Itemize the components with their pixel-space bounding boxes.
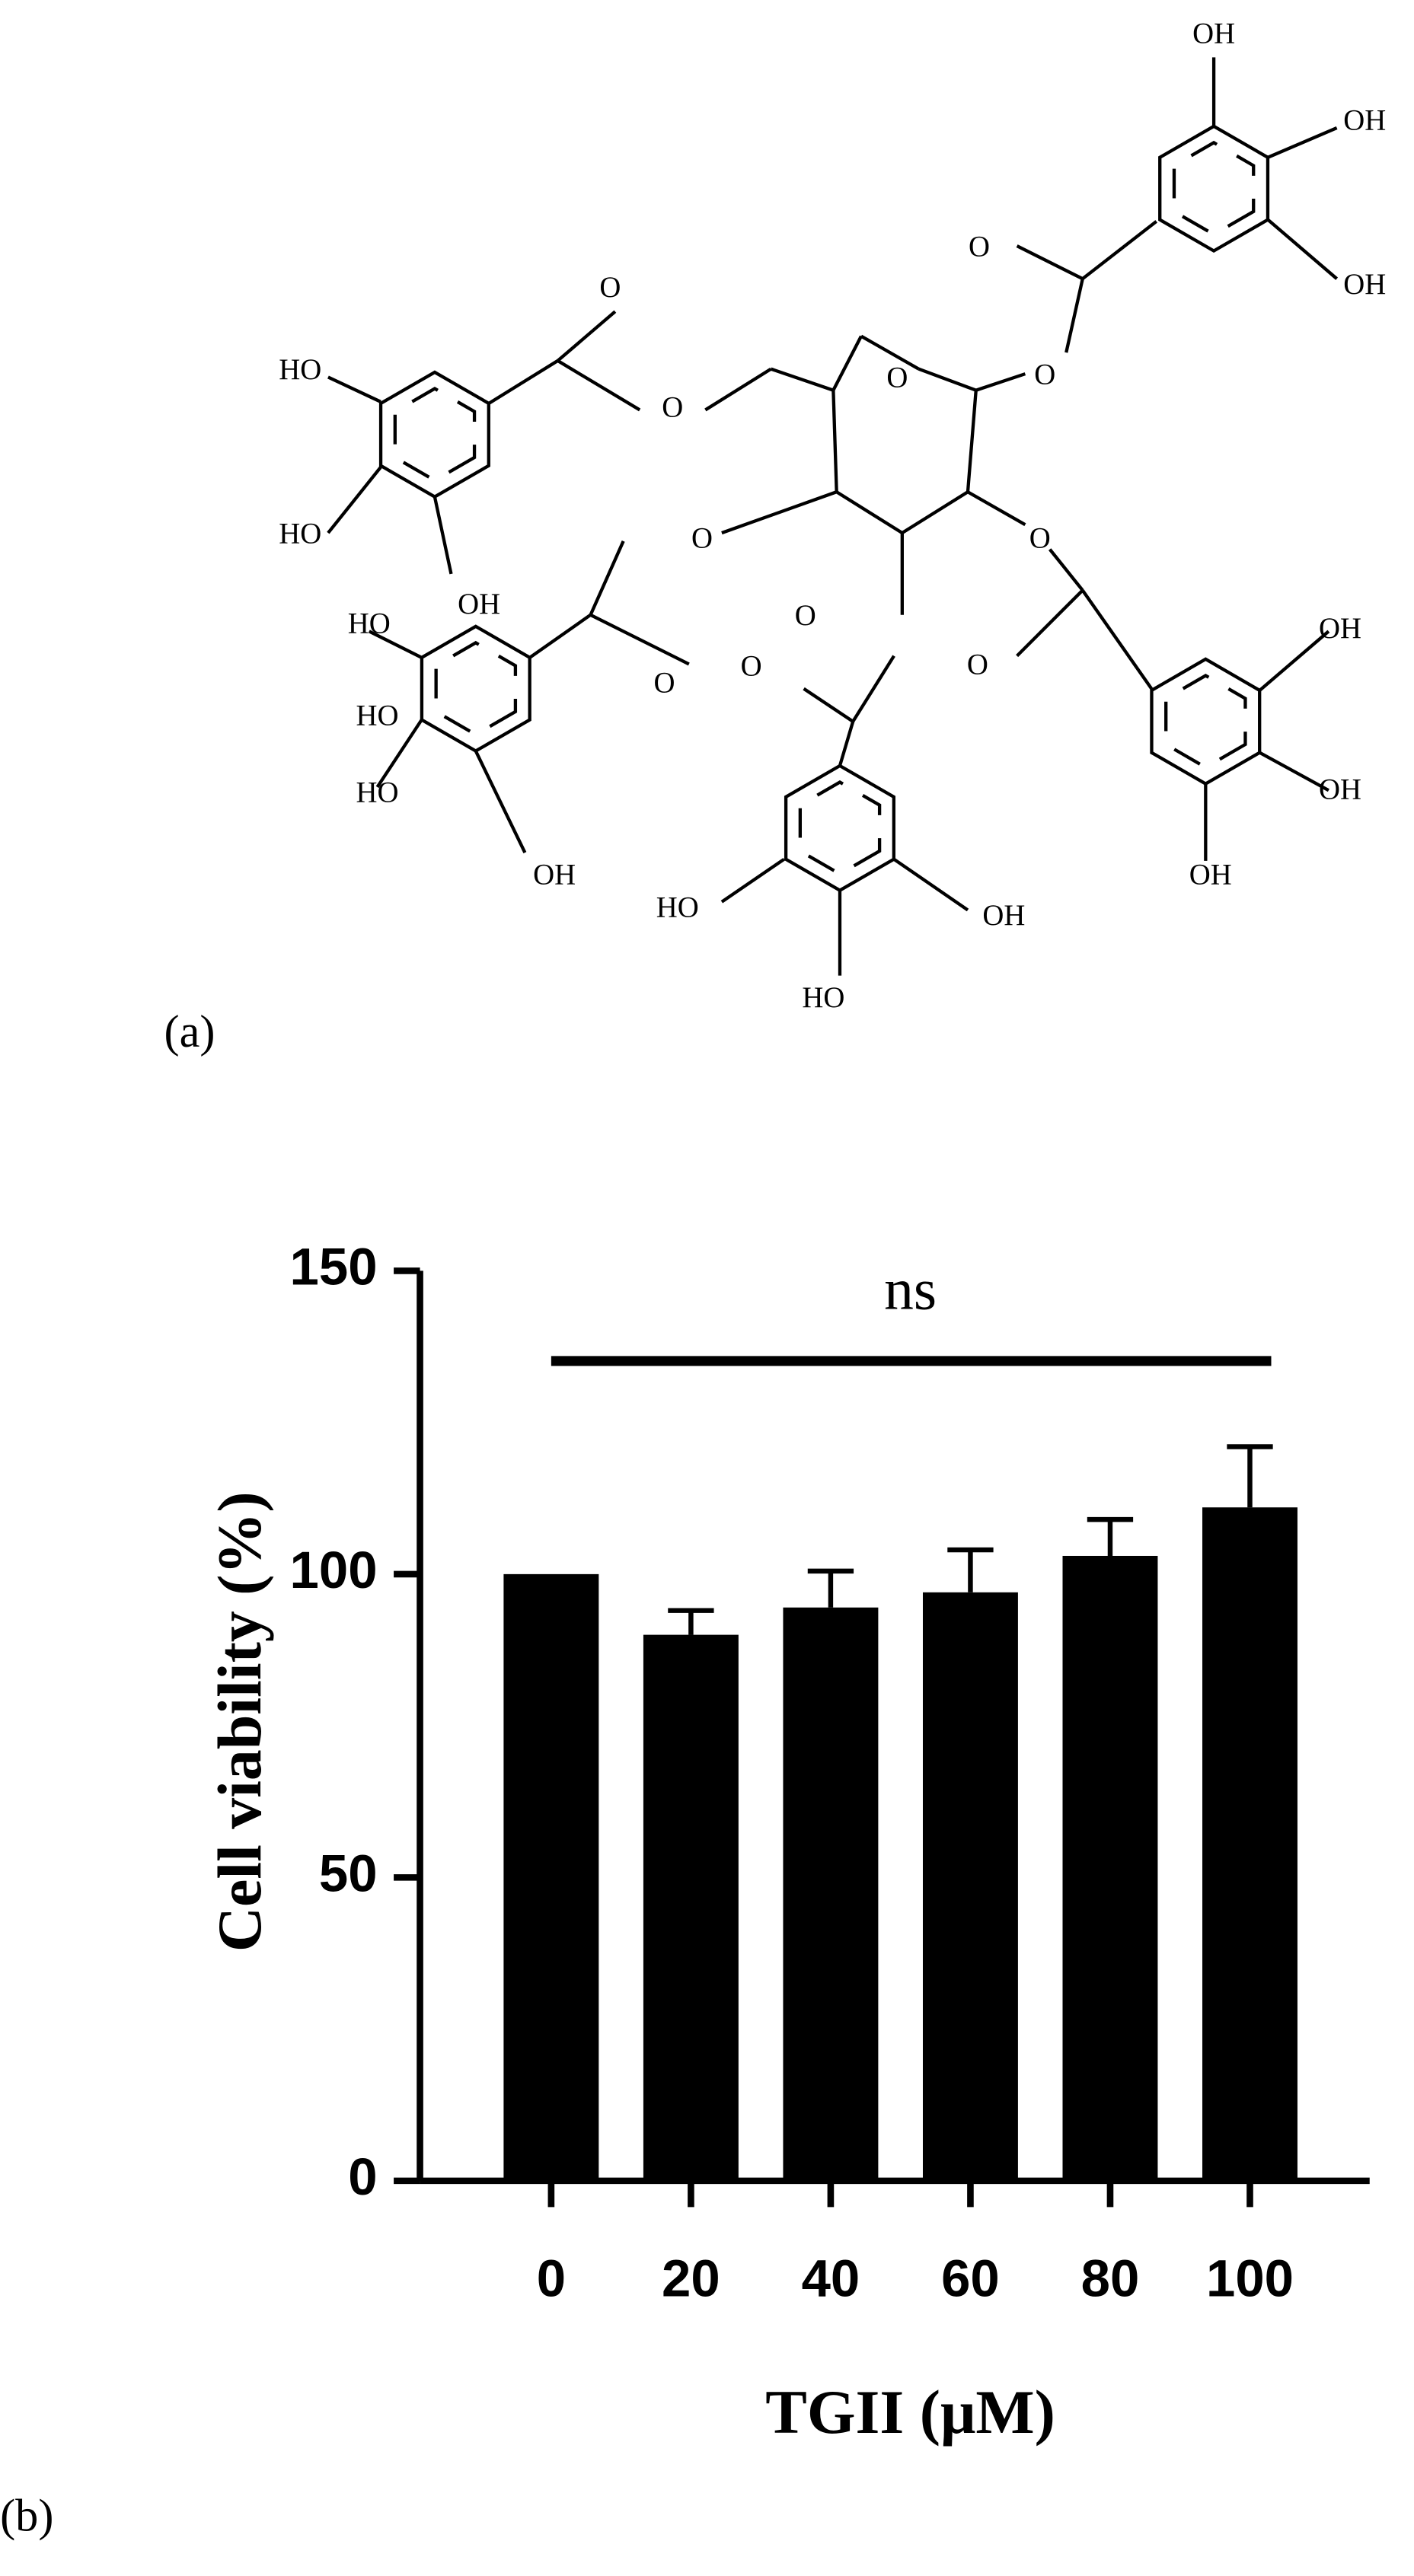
panel-label: (b) <box>0 2491 53 2542</box>
atom-label: O <box>795 599 816 632</box>
atom-label: OH <box>533 858 576 891</box>
atom-label: HO <box>356 699 399 732</box>
atom-label: HO <box>279 517 321 550</box>
atom-label: O <box>599 271 621 304</box>
y-tick-label: 0 <box>348 2147 377 2206</box>
atom-label: OH <box>1189 858 1232 891</box>
bond <box>432 496 453 575</box>
bond <box>557 310 617 362</box>
bond <box>327 375 381 403</box>
y-tick-label: 100 <box>290 1541 378 1599</box>
ring-inner <box>434 640 518 737</box>
bond <box>803 687 854 723</box>
bond <box>966 390 978 493</box>
bar <box>783 1607 879 2181</box>
ring-inner <box>798 779 882 876</box>
atom-label: HO <box>802 981 844 1014</box>
bond <box>720 857 785 904</box>
bond <box>901 490 969 534</box>
bond <box>474 750 527 854</box>
x-tick-label: 40 <box>802 2249 860 2308</box>
bond <box>860 334 920 371</box>
bond <box>704 367 772 412</box>
ring-inner <box>1164 673 1247 770</box>
bond <box>589 540 625 616</box>
bond <box>918 367 977 392</box>
atom-label: O <box>886 362 908 394</box>
bond <box>1064 278 1084 353</box>
bond <box>327 466 382 534</box>
bond <box>368 630 423 659</box>
atom-label: OH <box>458 588 500 620</box>
x-tick-label: 80 <box>1081 2249 1140 2308</box>
ring <box>1158 124 1270 253</box>
bond <box>1081 220 1158 280</box>
bar <box>503 1573 599 2181</box>
atom-label: O <box>653 666 675 699</box>
atom-label: O <box>1034 358 1055 391</box>
bond <box>487 359 559 405</box>
bond <box>770 367 835 392</box>
bond <box>1266 218 1339 280</box>
bar <box>1202 1507 1297 2181</box>
atom-label: OH <box>982 899 1025 932</box>
bond <box>966 490 1026 527</box>
bond <box>557 359 641 412</box>
atom-label: HO <box>279 353 321 386</box>
bond <box>1016 244 1084 281</box>
bar <box>922 1592 1018 2181</box>
atom-label: OH <box>1319 773 1361 805</box>
bond <box>892 857 969 912</box>
y-tick-label: 50 <box>319 1844 378 1903</box>
bond <box>831 390 838 493</box>
atom-label: O <box>741 650 762 683</box>
bond <box>1259 751 1329 792</box>
atom-label: O <box>691 522 713 555</box>
bond <box>1081 589 1154 690</box>
panel-label: (a) <box>164 1006 215 1057</box>
annotation: ns <box>884 1256 937 1321</box>
bar <box>1062 1555 1158 2181</box>
bond <box>528 614 592 659</box>
chart: Cell viability (%) TGII (μM) ns 0 50 100 15… <box>205 1238 1370 2447</box>
ring-inner <box>393 387 477 483</box>
bond <box>1049 548 1084 591</box>
atom-label: O <box>967 649 988 681</box>
atom-label: OH <box>1192 17 1235 49</box>
x-axis-label: TGII (μM) <box>765 2377 1055 2447</box>
atom-label: HO <box>656 891 699 923</box>
molecule-bonds <box>327 57 1339 976</box>
atom-label: OH <box>1343 268 1386 301</box>
bond <box>838 721 855 767</box>
atom-label: O <box>1029 522 1051 555</box>
bond <box>831 335 863 391</box>
atom-label: OH <box>1319 612 1361 645</box>
bond <box>1259 630 1330 692</box>
x-tick-label: 100 <box>1206 2249 1294 2308</box>
x-tick-label: 0 <box>537 2249 566 2308</box>
atom-label: HO <box>348 607 391 640</box>
atom-label: OH <box>1343 104 1386 136</box>
y-axis-label: Cell viability (%) <box>205 1491 274 1952</box>
bond <box>851 655 895 722</box>
atom-label: HO <box>356 776 399 809</box>
ring-inner <box>1172 140 1256 237</box>
bar <box>643 1634 739 2181</box>
bond <box>835 490 903 534</box>
bond <box>589 613 690 666</box>
bond <box>721 490 838 535</box>
atom-label: O <box>969 230 990 263</box>
bond <box>975 372 1026 392</box>
bond <box>375 719 423 789</box>
atom-label: O <box>662 391 683 423</box>
bond <box>1016 588 1084 658</box>
x-tick-label: 60 <box>941 2249 1000 2308</box>
bond <box>1267 126 1338 159</box>
x-tick-label: 20 <box>662 2249 720 2308</box>
y-tick-label: 150 <box>290 1238 378 1296</box>
